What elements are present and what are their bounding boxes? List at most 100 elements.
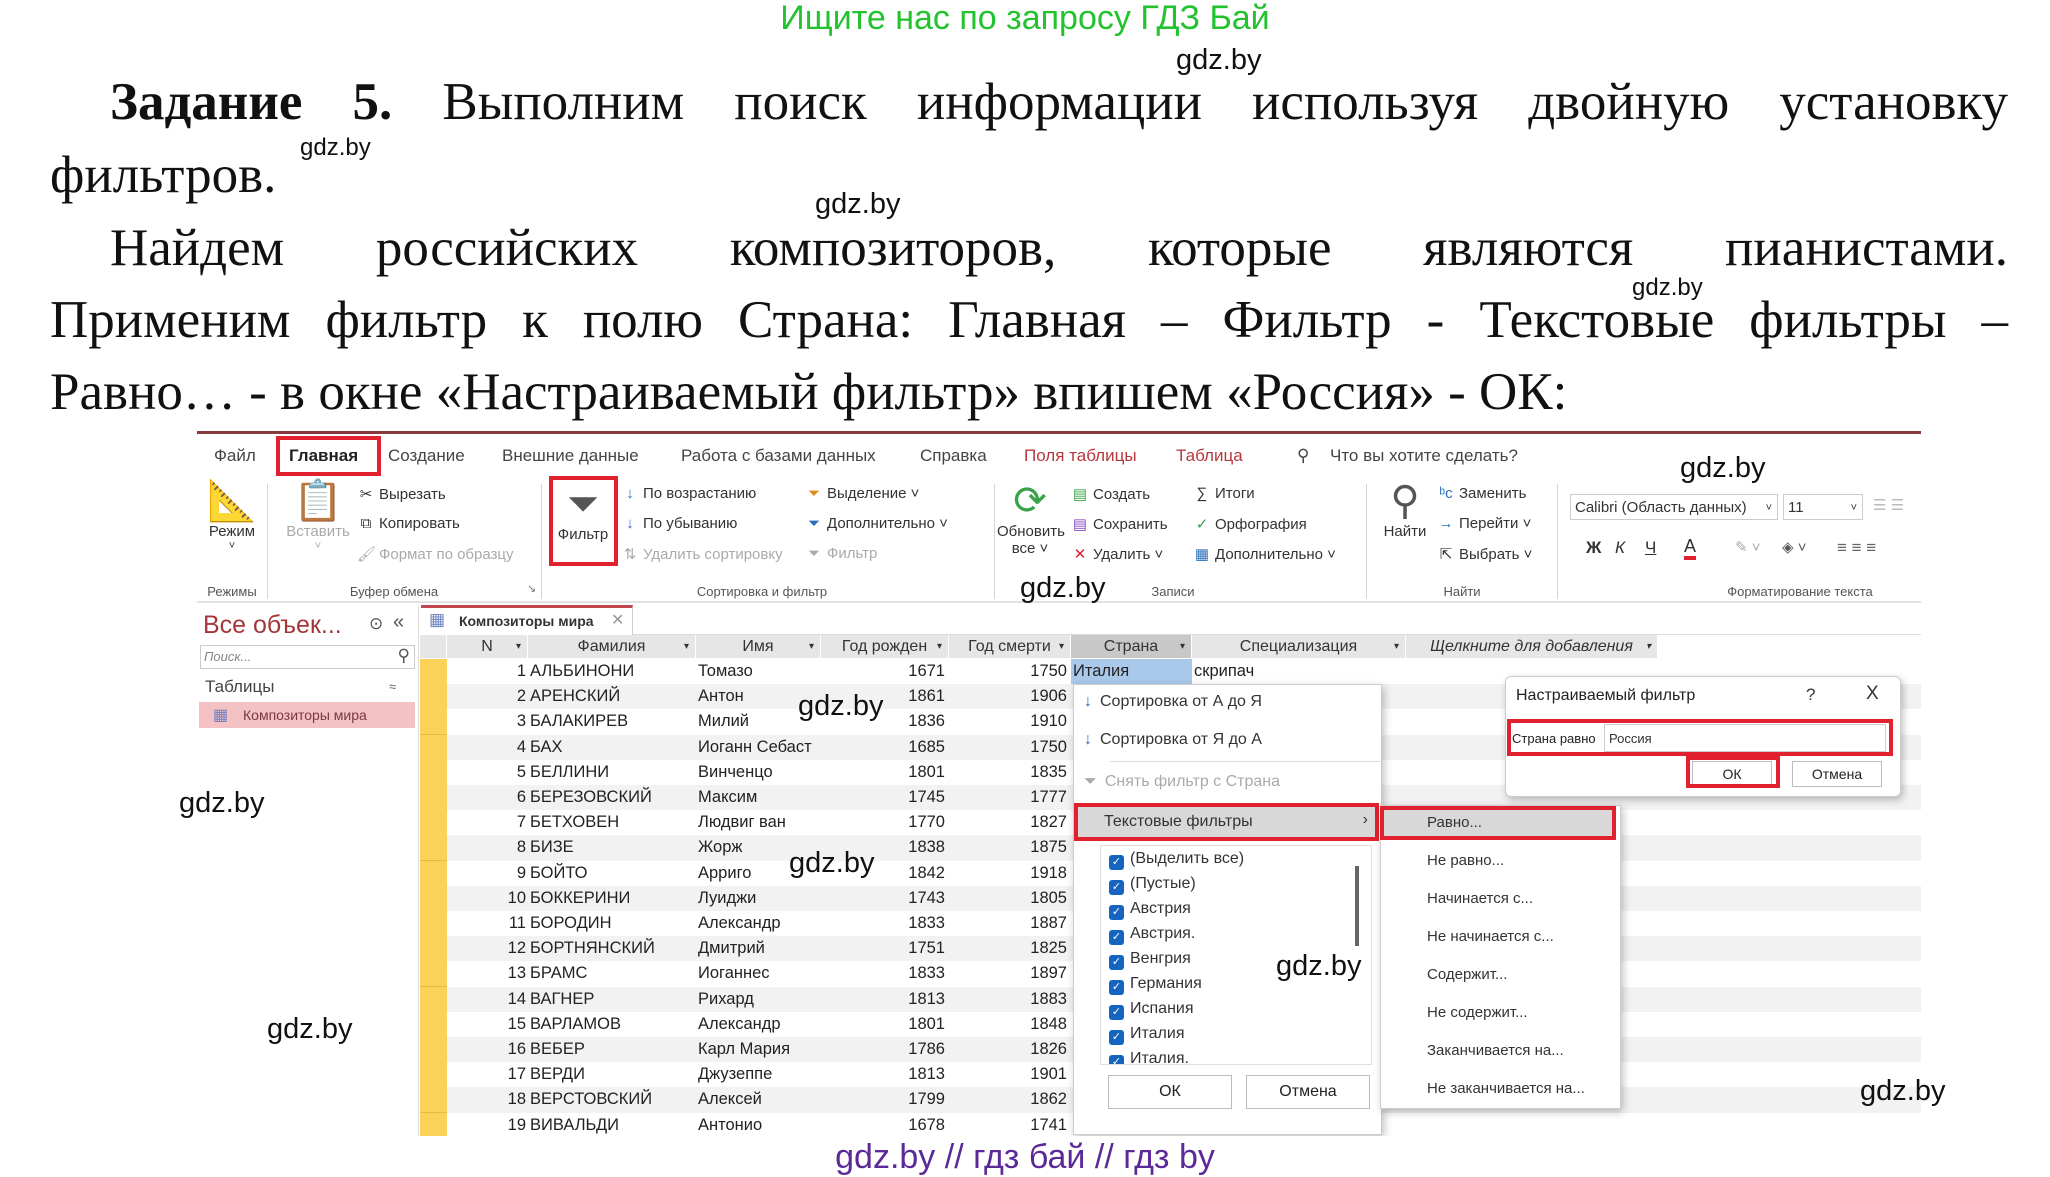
cell-name[interactable]: Жорж xyxy=(698,838,743,857)
table-row[interactable]: 9 БОЙТО Арриго 1842 1918 xyxy=(420,860,1921,887)
cell-n[interactable]: 3 xyxy=(516,712,526,731)
cell-death-year[interactable]: 1887 xyxy=(1030,914,1067,932)
copy-button[interactable]: ⧉ Копировать xyxy=(357,515,460,532)
record-selector[interactable] xyxy=(420,1062,447,1089)
menu-item-sort-desc[interactable]: ↓ Сортировка от Я до А xyxy=(1084,731,1262,749)
sort-ascending-button[interactable]: ↓ По возрастанию xyxy=(621,485,756,502)
column-header[interactable]: N ▾ xyxy=(447,635,528,658)
record-selector[interactable] xyxy=(420,1087,447,1114)
cell-surname[interactable]: БАХ xyxy=(530,737,563,756)
cell-birth-year[interactable]: 1836 xyxy=(908,712,945,731)
fill-color-icon[interactable]: ◈ ˅ xyxy=(1782,539,1807,556)
cell-birth-year[interactable]: 1786 xyxy=(908,1040,945,1058)
table-row[interactable]: 19 ВИВАЛЬДИ Антонио 1678 1741 xyxy=(420,1112,1921,1136)
column-dropdown-icon[interactable]: ▾ xyxy=(1058,641,1064,652)
checklist-item[interactable]: ✓ (Выделить все) xyxy=(1109,850,1244,870)
checklist-item[interactable]: ✓ (Пустые) xyxy=(1109,875,1196,895)
cell-death-year[interactable]: 1826 xyxy=(1030,1040,1067,1058)
cell-name[interactable]: Александр xyxy=(698,914,781,932)
cell-death-year[interactable]: 1750 xyxy=(1030,737,1067,756)
paste-button[interactable]: 📋 Вставить ˅ xyxy=(285,479,351,552)
checkbox-checked-icon[interactable]: ✓ xyxy=(1109,1005,1124,1020)
submenu-item[interactable]: Не заканчивается на... xyxy=(1427,1080,1585,1097)
submenu-item[interactable]: Содержит... xyxy=(1427,966,1508,983)
cell-n[interactable]: 14 xyxy=(507,989,526,1008)
cell-birth-year[interactable]: 1743 xyxy=(908,888,945,907)
cell-birth-year[interactable]: 1813 xyxy=(908,989,945,1008)
tab-external-data[interactable]: Внешние данные xyxy=(502,446,639,465)
column-header[interactable]: Фамилия ▾ xyxy=(528,635,696,658)
cell-n[interactable]: 11 xyxy=(508,914,526,932)
cell-name[interactable]: Иоганнес xyxy=(698,964,770,983)
more-records-button[interactable]: ▦ Дополнительно ˅ xyxy=(1194,546,1336,563)
cell-death-year[interactable]: 1825 xyxy=(1030,939,1067,958)
remove-sort-button[interactable]: ⇅ Удалить сортировку xyxy=(621,545,783,563)
record-selector[interactable] xyxy=(420,1112,447,1136)
record-selector[interactable] xyxy=(420,885,447,912)
column-header[interactable]: Имя ▾ xyxy=(696,635,821,658)
cell-death-year[interactable]: 1835 xyxy=(1030,762,1067,781)
cell-name[interactable]: Максим xyxy=(698,788,758,806)
cell-name[interactable]: Арриго xyxy=(698,863,752,882)
record-selector[interactable] xyxy=(420,860,447,887)
table-row[interactable]: 11 БОРОДИН Александр 1833 1887 xyxy=(420,911,1921,937)
italic-button[interactable]: К xyxy=(1615,538,1626,557)
cell-death-year[interactable]: 1897 xyxy=(1030,964,1067,983)
cell-name[interactable]: Алексей xyxy=(698,1090,762,1109)
column-dropdown-icon[interactable]: ▾ xyxy=(1645,641,1651,652)
spelling-button[interactable]: ✓ Орфография xyxy=(1193,515,1307,533)
filter-value-input[interactable]: Россия xyxy=(1604,724,1886,752)
checklist-item[interactable]: ✓ Испания xyxy=(1109,1000,1194,1020)
nav-search-input[interactable]: Поиск... ⚲ xyxy=(200,645,415,669)
tab-table-fields[interactable]: Поля таблицы xyxy=(1024,446,1137,465)
record-selector[interactable] xyxy=(420,709,447,736)
record-selector[interactable] xyxy=(420,961,447,988)
table-row[interactable]: 5 БЕЛЛИНИ Винченцо 1801 1835 xyxy=(420,759,1921,786)
checkbox-checked-icon[interactable]: ✓ xyxy=(1109,955,1124,970)
cell-name[interactable]: Иоганн Себаст xyxy=(698,737,812,756)
checkbox-checked-icon[interactable]: ✓ xyxy=(1109,905,1124,920)
goto-button[interactable]: → Перейти ˅ xyxy=(1438,515,1532,532)
table-row[interactable]: 13 БРАМС Иоганнес 1833 1897 xyxy=(420,961,1921,988)
scrollbar-thumb[interactable] xyxy=(1355,866,1359,946)
cell-surname[interactable]: БРАМС xyxy=(530,964,588,983)
tab-file[interactable]: Файл xyxy=(214,446,256,465)
cell-death-year[interactable]: 1805 xyxy=(1030,888,1067,907)
new-record-button[interactable]: ▤ Создать xyxy=(1071,485,1150,503)
cell-death-year[interactable]: 1827 xyxy=(1030,813,1067,832)
cell-name[interactable]: Карл Мария xyxy=(698,1040,791,1058)
cell-surname[interactable]: ВЕРСТОВСКИЙ xyxy=(530,1090,653,1109)
cell-name[interactable]: Луиджи xyxy=(698,888,757,907)
checklist-item[interactable]: ✓ Италия xyxy=(1109,1025,1184,1045)
checkbox-checked-icon[interactable]: ✓ xyxy=(1109,1055,1124,1064)
cell-n[interactable]: 1 xyxy=(516,662,526,680)
filter-button[interactable]: ⏷ Фильтр xyxy=(553,482,613,543)
selection-button[interactable]: ⏷ Выделение ˅ xyxy=(805,485,919,502)
close-dialog-button[interactable]: X xyxy=(1866,683,1879,704)
cell-birth-year[interactable]: 1751 xyxy=(908,939,945,958)
cell-birth-year[interactable]: 1801 xyxy=(908,762,945,781)
checkbox-checked-icon[interactable]: ✓ xyxy=(1109,930,1124,945)
cell-surname[interactable]: ВИВАЛЬДИ xyxy=(530,1115,620,1134)
cell-death-year[interactable]: 1777 xyxy=(1030,788,1067,806)
record-selector[interactable] xyxy=(420,734,447,761)
column-header[interactable]: Страна ▾ xyxy=(1071,635,1192,658)
collapse-pane-icon[interactable]: « xyxy=(393,611,405,633)
cell-n[interactable]: 4 xyxy=(516,737,526,756)
record-selector[interactable] xyxy=(420,1011,447,1038)
checklist-item[interactable]: ✓ Австрия xyxy=(1109,900,1191,920)
cell-birth-year[interactable]: 1685 xyxy=(908,737,945,756)
dialog-launcher-icon[interactable]: ↘ xyxy=(527,583,537,595)
column-dropdown-icon[interactable]: ▾ xyxy=(808,641,814,652)
cell-surname[interactable]: ВАГНЕР xyxy=(530,989,595,1008)
cell-surname[interactable]: ВЕБЕР xyxy=(530,1040,585,1058)
totals-button[interactable]: ∑ Итоги xyxy=(1193,485,1255,502)
cell-n[interactable]: 10 xyxy=(507,888,526,907)
cell-name[interactable]: Томазо xyxy=(698,662,753,680)
tab-home[interactable]: Главная xyxy=(289,446,359,465)
cell-death-year[interactable]: 1910 xyxy=(1030,712,1067,731)
cell-birth-year[interactable]: 1678 xyxy=(908,1115,945,1134)
bullet-list-icon[interactable]: ☰ ☰ xyxy=(1873,497,1905,514)
cell-name[interactable]: Дмитрий xyxy=(698,939,765,958)
cell-surname[interactable]: БАЛАКИРЕВ xyxy=(530,712,629,731)
